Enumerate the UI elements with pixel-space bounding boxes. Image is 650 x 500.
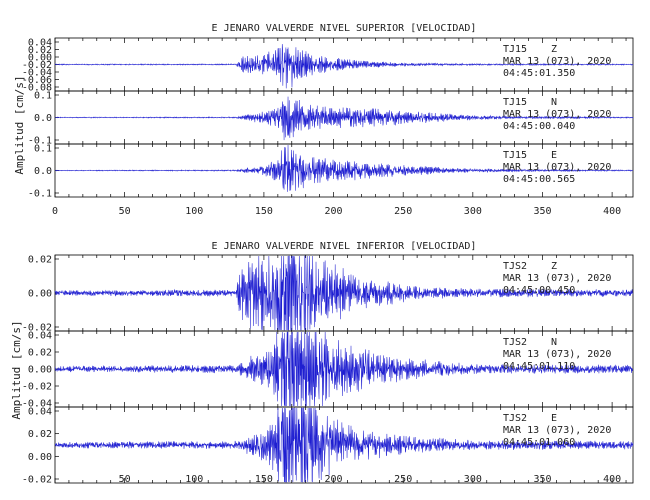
trace-station: TJS2: [503, 337, 527, 348]
y-tick-label: -0.02: [22, 475, 52, 486]
y-tick-label: -0.08: [22, 83, 52, 94]
y-tick-label: -0.04: [22, 399, 52, 410]
trace-component: E: [551, 150, 557, 161]
trace-date: MAR 13 (073), 2020: [503, 425, 611, 436]
x-tick-label: 50: [119, 474, 131, 485]
y-tick-label: 0.00: [28, 452, 52, 463]
y-tick-label: -0.1: [28, 136, 52, 147]
y-axis-label: Amplitud [cm/s]: [10, 320, 23, 419]
trace-station: TJS2: [503, 413, 527, 424]
trace-component: Z: [551, 261, 557, 272]
x-tick-label: 350: [533, 206, 551, 217]
y-tick-label: -0.02: [22, 323, 52, 334]
x-tick-label: 100: [185, 474, 203, 485]
trace-time: 04:45:01.110: [503, 361, 575, 372]
x-tick-label: 200: [325, 206, 343, 217]
x-tick-label: 0: [52, 206, 58, 217]
waveform-trace: [54, 407, 634, 483]
x-tick-label: 400: [603, 474, 621, 485]
x-tick-label: 300: [464, 474, 482, 485]
trace-component: N: [551, 97, 557, 108]
y-tick-label: 0.02: [28, 429, 52, 440]
waveform-trace: [54, 96, 634, 141]
y-tick-label: 0.0: [34, 166, 52, 177]
x-tick-label: 150: [255, 206, 273, 217]
trace-component: N: [551, 337, 557, 348]
y-tick-label: 0.00: [28, 289, 52, 300]
trace-time: 04:45:01.060: [503, 437, 575, 448]
trace-date: MAR 13 (073), 2020: [503, 109, 611, 120]
waveform-trace: [54, 44, 634, 89]
y-tick-label: 0.0: [34, 113, 52, 124]
y-tick-label: -0.02: [22, 60, 52, 71]
x-tick-label: 350: [533, 474, 551, 485]
x-tick-label: 250: [394, 474, 412, 485]
trace-station: TJ15: [503, 97, 527, 108]
y-tick-label: 0.02: [28, 348, 52, 359]
trace-component: Z: [551, 44, 557, 55]
x-tick-label: 300: [464, 206, 482, 217]
y-tick-label: 0.00: [28, 53, 52, 64]
y-axis-label: Amplitud [cm/s]: [13, 75, 26, 174]
y-tick-label: -0.02: [22, 382, 52, 393]
y-tick-label: 0.02: [28, 45, 52, 56]
x-tick-label: 50: [119, 206, 131, 217]
x-tick-label: 250: [394, 206, 412, 217]
y-tick-label: -0.06: [22, 75, 52, 86]
waveform-trace: [54, 255, 634, 331]
trace-date: MAR 13 (073), 2020: [503, 349, 611, 360]
y-tick-label: 0.04: [28, 331, 52, 342]
trace-station: TJS2: [503, 261, 527, 272]
y-tick-label: 0.04: [28, 38, 52, 49]
x-tick-label: 100: [185, 206, 203, 217]
y-tick-label: 0.00: [28, 365, 52, 376]
y-tick-label: 0.02: [28, 255, 52, 266]
chart-title: E JENARO VALVERDE NIVEL INFERIOR [VELOCI…: [212, 241, 477, 252]
y-tick-label: -0.04: [22, 68, 52, 79]
y-tick-label: 0.1: [34, 91, 52, 102]
waveform-trace: [54, 144, 634, 192]
waveform-trace: [54, 331, 634, 407]
trace-date: MAR 13 (073), 2020: [503, 162, 611, 173]
trace-time: 04:45:00.565: [503, 174, 575, 185]
trace-component: E: [551, 413, 557, 424]
chart-title: E JENARO VALVERDE NIVEL SUPERIOR [VELOCI…: [212, 23, 477, 34]
trace-time: 04:45:01.350: [503, 68, 575, 79]
trace-date: MAR 13 (073), 2020: [503, 56, 611, 67]
trace-station: TJ15: [503, 44, 527, 55]
trace-station: TJ15: [503, 150, 527, 161]
trace-date: MAR 13 (073), 2020: [503, 273, 611, 284]
trace-time: 04:45:00.450: [503, 285, 575, 296]
x-tick-label: 200: [325, 474, 343, 485]
y-tick-label: 0.1: [34, 144, 52, 155]
y-tick-label: 0.04: [28, 407, 52, 418]
y-tick-label: -0.1: [28, 189, 52, 200]
trace-time: 04:45:00.040: [503, 121, 575, 132]
x-tick-label: 400: [603, 206, 621, 217]
x-tick-label: 150: [255, 474, 273, 485]
